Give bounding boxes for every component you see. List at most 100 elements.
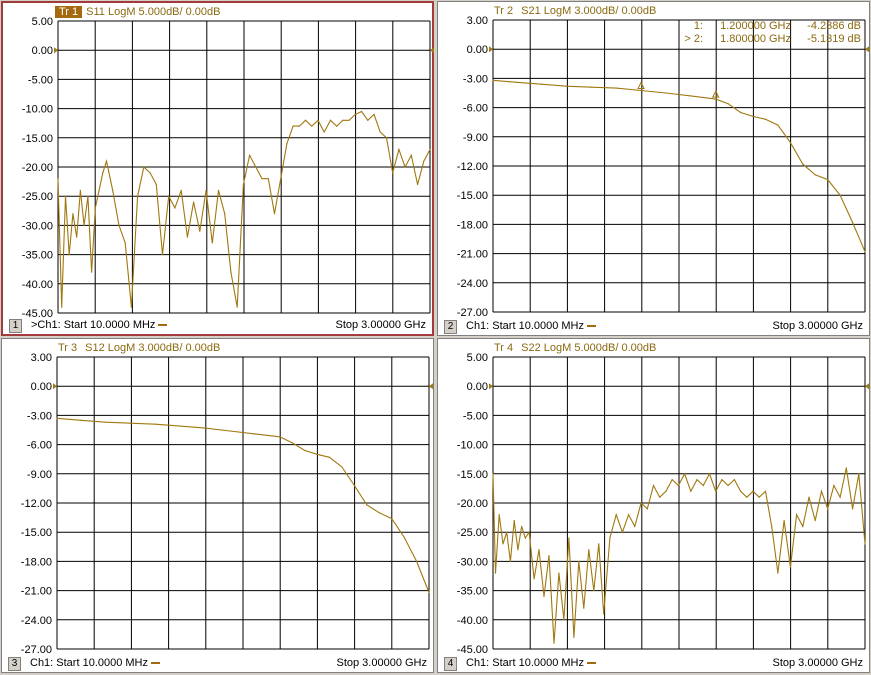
trace-line-s21 <box>492 79 866 252</box>
data-point <box>659 496 661 498</box>
data-point <box>752 490 754 492</box>
data-point <box>652 484 655 487</box>
window-number[interactable]: 1 <box>9 319 22 333</box>
data-point <box>588 549 590 551</box>
data-point <box>727 103 729 105</box>
data-point <box>311 125 313 127</box>
data-point <box>168 195 170 197</box>
y-tick-label: -40.00 <box>457 615 488 627</box>
data-point <box>839 496 841 498</box>
data-point <box>416 183 419 186</box>
data-point <box>858 473 860 475</box>
data-point <box>280 178 282 180</box>
data-point <box>267 178 269 180</box>
y-tick-label: 3.00 <box>31 352 52 364</box>
trace-panel-s11[interactable]: 5.00 0.00 -5.00 -10.00 -15.00 -20.00 -25.00 -30… <box>1 1 434 336</box>
y-tick-label: 0.00 <box>467 381 488 393</box>
window-number[interactable]: 2 <box>444 320 457 334</box>
data-point <box>777 124 779 126</box>
y-tick-label: -27.00 <box>457 307 488 319</box>
y-tick-label: -20.00 <box>457 498 488 510</box>
s21-plot: 3.00 0.00 -3.00 -6.00 -9.00 -12.00 -15.00 -18.0… <box>457 15 869 319</box>
window-number[interactable]: 3 <box>8 657 21 671</box>
trace-header: Tr 3 S12 LogM 3.000dB/ 0.00dB <box>54 341 220 356</box>
data-point <box>524 537 526 539</box>
data-point <box>827 179 829 181</box>
data-point <box>528 531 530 533</box>
trace-label[interactable]: Tr 3 <box>58 342 78 354</box>
y-tick-label: -21.00 <box>21 586 52 598</box>
data-point <box>615 514 617 516</box>
y-tick-label: -6.00 <box>463 103 488 115</box>
data-point <box>392 172 394 174</box>
data-point <box>598 543 600 545</box>
data-point <box>154 423 156 425</box>
data-point <box>540 83 543 85</box>
data-point <box>292 125 294 127</box>
channel-footer: 4 Ch1: Start 10.0000 MHz Stop 3.00000 GH… <box>444 656 863 671</box>
data-point <box>57 178 59 180</box>
data-point <box>573 636 575 638</box>
marker-1-icon <box>637 81 645 89</box>
y-tick-label: -3.00 <box>27 410 52 422</box>
marker-2-icon <box>711 90 720 98</box>
data-point <box>242 183 244 186</box>
y-tick-label: -15.00 <box>457 190 488 202</box>
data-point <box>360 110 363 113</box>
data-point <box>224 213 226 215</box>
trace-label[interactable]: Tr 4 <box>494 342 514 354</box>
data-point <box>565 85 568 87</box>
data-point <box>615 87 617 89</box>
data-point <box>80 419 82 421</box>
data-point <box>90 271 93 273</box>
trace-panel-s22[interactable]: 5.00 0.00 -5.00 -10.00 -15.00 -20.00 -25.00 -30… <box>437 338 870 673</box>
data-point <box>291 442 293 444</box>
data-point <box>548 554 550 557</box>
data-point <box>578 560 580 562</box>
data-point <box>864 543 866 545</box>
data-point <box>366 504 368 506</box>
channel-footer: 1 >Ch1: Start 10.0000 MHz Stop 3.00000 G… <box>9 318 426 333</box>
data-point <box>746 496 748 498</box>
data-point <box>851 508 854 510</box>
trace-label[interactable]: Tr 1 <box>55 6 83 18</box>
data-point <box>336 125 338 127</box>
y-tick-label: -12.00 <box>457 161 488 173</box>
data-point <box>634 525 636 527</box>
trace-param: S12 LogM 3.000dB/ 0.00dB <box>85 342 221 354</box>
data-point <box>727 484 729 487</box>
data-point <box>72 213 74 215</box>
y-tick-label: 0.00 <box>32 45 53 57</box>
data-point <box>553 642 555 644</box>
data-point <box>255 166 257 168</box>
marker-dash-icon <box>587 325 597 328</box>
data-point <box>76 236 78 238</box>
data-point <box>129 422 132 424</box>
trace-panel-s21[interactable]: 3.00 0.00 -3.00 -6.00 -9.00 -12.00 -15.00 -18.0… <box>437 1 870 336</box>
data-point <box>509 560 512 562</box>
data-point <box>839 194 841 196</box>
reference-right-arrow-icon <box>430 47 434 54</box>
trace-label[interactable]: Tr 2 <box>494 5 514 17</box>
y-tick-label: -3.00 <box>463 73 488 85</box>
stop-freq: Stop 3.00000 GHz <box>772 320 863 332</box>
data-point <box>739 490 742 492</box>
data-point <box>563 619 565 621</box>
marker-dash-icon <box>158 324 168 327</box>
data-point <box>739 111 742 114</box>
y-tick-label: -30.00 <box>457 556 488 568</box>
window-number[interactable]: 4 <box>444 657 457 671</box>
y-tick-label: 5.00 <box>32 16 53 28</box>
data-point <box>494 572 497 574</box>
data-point <box>690 95 692 97</box>
trace-panel-s12[interactable]: 3.00 0.00 -3.00 -6.00 -9.00 -12.00 -15.00 -18.0… <box>1 338 434 673</box>
trace-header: Tr 1 S11 LogM 5.000dB/ 0.00dB <box>55 5 221 20</box>
data-point <box>174 207 176 209</box>
data-point <box>378 512 380 514</box>
data-point <box>217 189 220 191</box>
trace-line-s12 <box>56 417 430 593</box>
trace-header: Tr 2 S21 LogM 3.000dB/ 0.00dB <box>490 4 656 19</box>
data-point <box>814 174 816 176</box>
data-point <box>845 467 847 469</box>
data-point <box>864 251 866 253</box>
